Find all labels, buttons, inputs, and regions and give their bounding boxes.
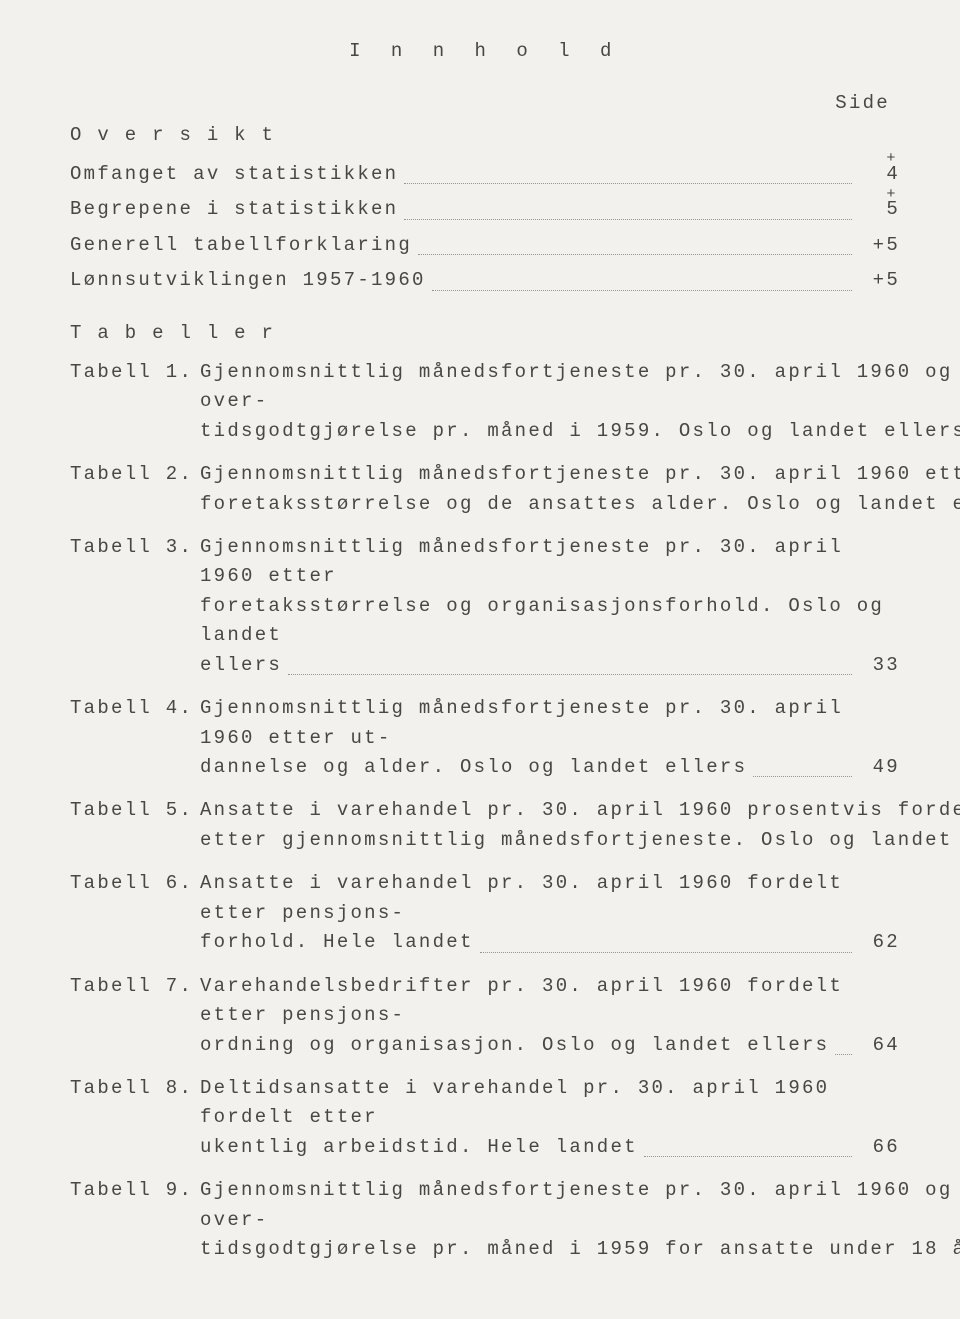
table-entry-line: Gjennomsnittlig månedsfortjeneste pr. 30… (200, 1176, 960, 1235)
table-entry-page: 33 (858, 651, 900, 680)
table-entry-lastline: dannelse og alder. Oslo og landet ellers… (200, 753, 900, 782)
table-entry-page: 64 (858, 1031, 900, 1060)
table-entry-last-text: tidsgodtgjørelse pr. måned i 1959. Oslo … (200, 417, 960, 446)
table-entry: Tabell 6.Ansatte i varehandel pr. 30. ap… (70, 869, 900, 957)
table-entry-label: Tabell 3. (70, 533, 200, 562)
table-entry-label: Tabell 5. (70, 796, 200, 825)
table-entry-body: Gjennomsnittlig månedsfortjeneste pr. 30… (200, 694, 900, 782)
table-entry-label: Tabell 7. (70, 972, 200, 1001)
table-entry-label: Tabell 4. (70, 694, 200, 723)
toc-row: Generell tabellforklaring +5 (70, 231, 900, 260)
page-title: I n n h o l d (70, 40, 900, 62)
table-entry-line: Gjennomsnittlig månedsfortjeneste pr. 30… (200, 694, 900, 753)
table-entry-line: Gjennomsnittlig månedsfortjeneste pr. 30… (200, 358, 960, 417)
leader-dots (644, 1156, 852, 1157)
table-entry-body: Gjennomsnittlig månedsfortjeneste pr. 30… (200, 533, 900, 680)
leader-dots (404, 183, 852, 184)
table-entry-label: Tabell 2. (70, 460, 200, 489)
tabeller-list: Tabell 1. Gjennomsnittlig månedsfortjenes… (70, 358, 900, 1265)
table-entry-page: 49 (858, 753, 900, 782)
leader-dots (404, 219, 852, 220)
leader-dots (480, 952, 852, 953)
toc-label: Generell tabellforklaring (70, 231, 412, 260)
leader-dots (835, 1054, 852, 1055)
toc-label: Lønnsutviklingen 1957-1960 (70, 266, 426, 295)
page-number: 5 (886, 269, 900, 291)
toc-row: Begrepene i statistikken + 5 (70, 195, 900, 224)
table-entry-last-text: ordning og organisasjon. Oslo og landet … (200, 1031, 829, 1060)
leader-dots (288, 674, 852, 675)
table-entry-label: Tabell 1. (70, 358, 200, 387)
table-entry-label: Tabell 6. (70, 869, 200, 898)
plus-marker: + (886, 183, 897, 207)
tabeller-heading: T a b e l l e r (70, 322, 900, 344)
table-entry-body: Gjennomsnittlig månedsfortjeneste pr. 30… (200, 460, 960, 519)
table-entry-lastline: foretaksstørrelse og de ansattes alder. … (200, 490, 960, 519)
table-entry-body: Ansatte i varehandel pr. 30. april 1960 … (200, 796, 960, 855)
plus-marker-inline: + (873, 234, 887, 256)
table-entry-lastline: etter gjennomsnittlig månedsfortjeneste.… (200, 826, 960, 855)
table-entry-lastline: tidsgodtgjørelse pr. måned i 1959. Oslo … (200, 417, 960, 446)
table-entry-body: Ansatte i varehandel pr. 30. april 1960 … (200, 869, 900, 957)
oversikt-heading: O v e r s i k t (70, 124, 900, 146)
table-entry-body: Gjennomsnittlig månedsfortjeneste pr. 30… (200, 1176, 960, 1264)
page-number: 5 (886, 234, 900, 256)
table-entry-page: 66 (858, 1133, 900, 1162)
table-entry-line: Gjennomsnittlig månedsfortjeneste pr. 30… (200, 460, 960, 489)
table-entry-body: Varehandelsbedrifter pr. 30. april 1960 … (200, 972, 900, 1060)
table-entry-body: Gjennomsnittlig månedsfortjeneste pr. 30… (200, 358, 960, 446)
toc-page: + 5 (858, 195, 900, 224)
table-entry-line: Ansatte i varehandel pr. 30. april 1960 … (200, 796, 960, 825)
table-entry-lastline: forhold. Hele landet 62 (200, 928, 900, 957)
toc-label: Omfanget av statistikken (70, 160, 398, 189)
toc-page: +5 (858, 231, 900, 260)
table-entry: Tabell 2.Gjennomsnittlig månedsfortjenes… (70, 460, 900, 519)
plus-marker-inline: + (873, 269, 887, 291)
table-entry-line: Gjennomsnittlig månedsfortjeneste pr. 30… (200, 533, 900, 592)
table-entry-last-text: ellers (200, 651, 282, 680)
document-page: I n n h o l d Side O v e r s i k t Omfan… (0, 0, 960, 1319)
leader-dots (432, 290, 852, 291)
table-entry-last-text: foretaksstørrelse og de ansattes alder. … (200, 490, 960, 519)
table-entry: Tabell 8.Deltidsansatte i varehandel pr.… (70, 1074, 900, 1162)
table-entry-last-text: dannelse og alder. Oslo og landet ellers (200, 753, 747, 782)
side-column-header: Side (70, 92, 900, 114)
table-entry-lastline: tidsgodtgjørelse pr. måned i 1959 for an… (200, 1235, 960, 1264)
table-entry-line: Ansatte i varehandel pr. 30. april 1960 … (200, 869, 900, 928)
table-entry-label: Tabell 8. (70, 1074, 200, 1103)
toc-row: Lønnsutviklingen 1957-1960 +5 (70, 266, 900, 295)
table-entry-body: Deltidsansatte i varehandel pr. 30. apri… (200, 1074, 900, 1162)
table-entry-page: 62 (858, 928, 900, 957)
table-entry: Tabell 7.Varehandelsbedrifter pr. 30. ap… (70, 972, 900, 1060)
table-entry: Tabell 3.Gjennomsnittlig månedsfortjenes… (70, 533, 900, 680)
table-entry: Tabell 9.Gjennomsnittlig månedsfortjenes… (70, 1176, 900, 1264)
table-entry-label: Tabell 9. (70, 1176, 200, 1205)
table-entry-last-text: forhold. Hele landet (200, 928, 474, 957)
table-entry-line: Deltidsansatte i varehandel pr. 30. apri… (200, 1074, 900, 1133)
leader-dots (418, 254, 852, 255)
table-entry: Tabell 4.Gjennomsnittlig månedsfortjenes… (70, 694, 900, 782)
toc-page: +5 (858, 266, 900, 295)
table-entry-last-text: etter gjennomsnittlig månedsfortjeneste.… (200, 826, 960, 855)
plus-marker: + (886, 147, 897, 171)
table-entry-lastline: ellers 33 (200, 651, 900, 680)
table-entry-lastline: ukentlig arbeidstid. Hele landet 66 (200, 1133, 900, 1162)
toc-label: Begrepene i statistikken (70, 195, 398, 224)
table-entry-lastline: ordning og organisasjon. Oslo og landet … (200, 1031, 900, 1060)
toc-row: Omfanget av statistikken + 4 (70, 160, 900, 189)
table-entry-line: foretaksstørrelse og organisasjonsforhol… (200, 592, 900, 651)
leader-dots (753, 776, 852, 777)
table-entry-last-text: ukentlig arbeidstid. Hele landet (200, 1133, 638, 1162)
table-entry: Tabell 1.Gjennomsnittlig månedsfortjenes… (70, 358, 900, 446)
table-entry: Tabell 5.Ansatte i varehandel pr. 30. ap… (70, 796, 900, 855)
table-entry-last-text: tidsgodtgjørelse pr. måned i 1959 for an… (200, 1235, 960, 1264)
table-entry-line: Varehandelsbedrifter pr. 30. april 1960 … (200, 972, 900, 1031)
